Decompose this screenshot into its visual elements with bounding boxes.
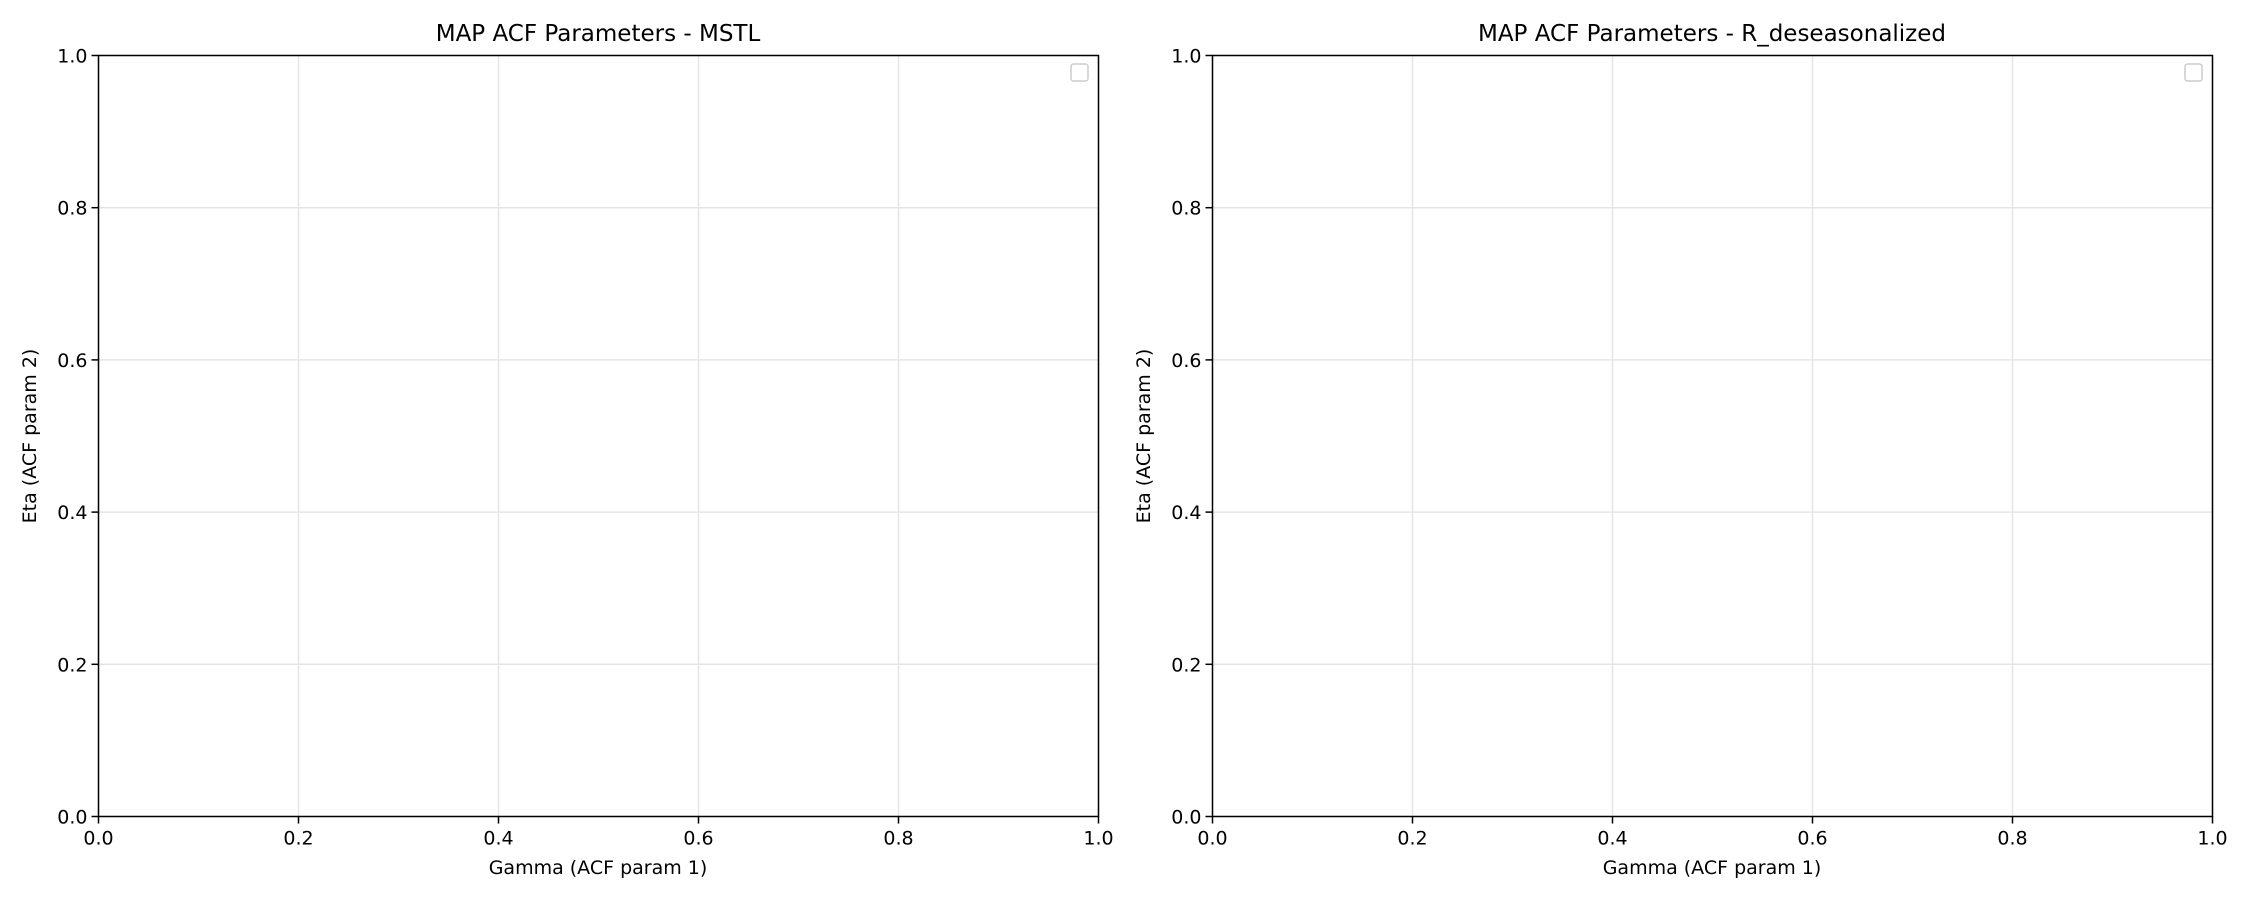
y-tick-label: 1.0 — [57, 46, 87, 68]
x-tick-label: 0.6 — [1797, 828, 1827, 850]
grid — [97, 54, 1100, 818]
y-ticks: 0.0 0.2 0.4 0.6 0.8 1.0 — [57, 46, 99, 829]
x-tick-label: 0.8 — [883, 828, 913, 850]
y-tick-label: 0.6 — [57, 350, 87, 372]
subplot-r-deseasonalized: MAP ACF Parameters - R_deseasonalized 0.… — [1133, 21, 2228, 879]
y-tick-label: 0.8 — [1171, 198, 1201, 220]
y-axis-label: Eta (ACF param 2) — [19, 349, 41, 524]
y-tick-label: 0.4 — [1171, 502, 1201, 524]
x-tick-label: 0.4 — [1597, 828, 1627, 850]
x-axis-label: Gamma (ACF param 1) — [489, 857, 708, 879]
y-tick-label: 0.8 — [57, 198, 87, 220]
y-tick-label: 0.0 — [1171, 807, 1201, 829]
y-tick-label: 0.2 — [57, 654, 87, 676]
x-ticks: 0.0 0.2 0.4 0.6 0.8 1.0 — [83, 816, 1114, 850]
y-ticks: 0.0 0.2 0.4 0.6 0.8 1.0 — [1171, 46, 1213, 829]
axes-frame — [1211, 54, 2214, 818]
x-tick-label: 0.8 — [1997, 828, 2027, 850]
legend-box[interactable] — [1070, 63, 1089, 82]
y-tick-label: 0.6 — [1171, 350, 1201, 372]
x-axis-label: Gamma (ACF param 1) — [1603, 857, 1822, 879]
x-tick-label: 0.2 — [283, 828, 313, 850]
x-tick-label: 0.0 — [1197, 828, 1227, 850]
y-tick-label: 0.4 — [57, 502, 87, 524]
x-tick-label: 0.2 — [1397, 828, 1427, 850]
x-tick-label: 1.0 — [1083, 828, 1113, 850]
y-tick-label: 1.0 — [1171, 46, 1201, 68]
y-tick-label: 0.0 — [57, 807, 87, 829]
x-tick-label: 0.4 — [483, 828, 513, 850]
x-tick-label: 0.0 — [83, 828, 113, 850]
legend-box[interactable] — [2184, 63, 2203, 82]
x-ticks: 0.0 0.2 0.4 0.6 0.8 1.0 — [1197, 816, 2228, 850]
x-tick-label: 0.6 — [683, 828, 713, 850]
x-tick-label: 1.0 — [2197, 828, 2227, 850]
y-tick-label: 0.2 — [1171, 654, 1201, 676]
plot-title: MAP ACF Parameters - MSTL — [436, 21, 761, 47]
plot-title: MAP ACF Parameters - R_deseasonalized — [1478, 21, 1946, 47]
subplot-mstl: MAP ACF Parameters - MSTL 0.0 0.2 0.4 0.6 0.… — [19, 21, 1114, 879]
y-axis-label: Eta (ACF param 2) — [1133, 349, 1155, 524]
axes-frame — [97, 54, 1100, 818]
